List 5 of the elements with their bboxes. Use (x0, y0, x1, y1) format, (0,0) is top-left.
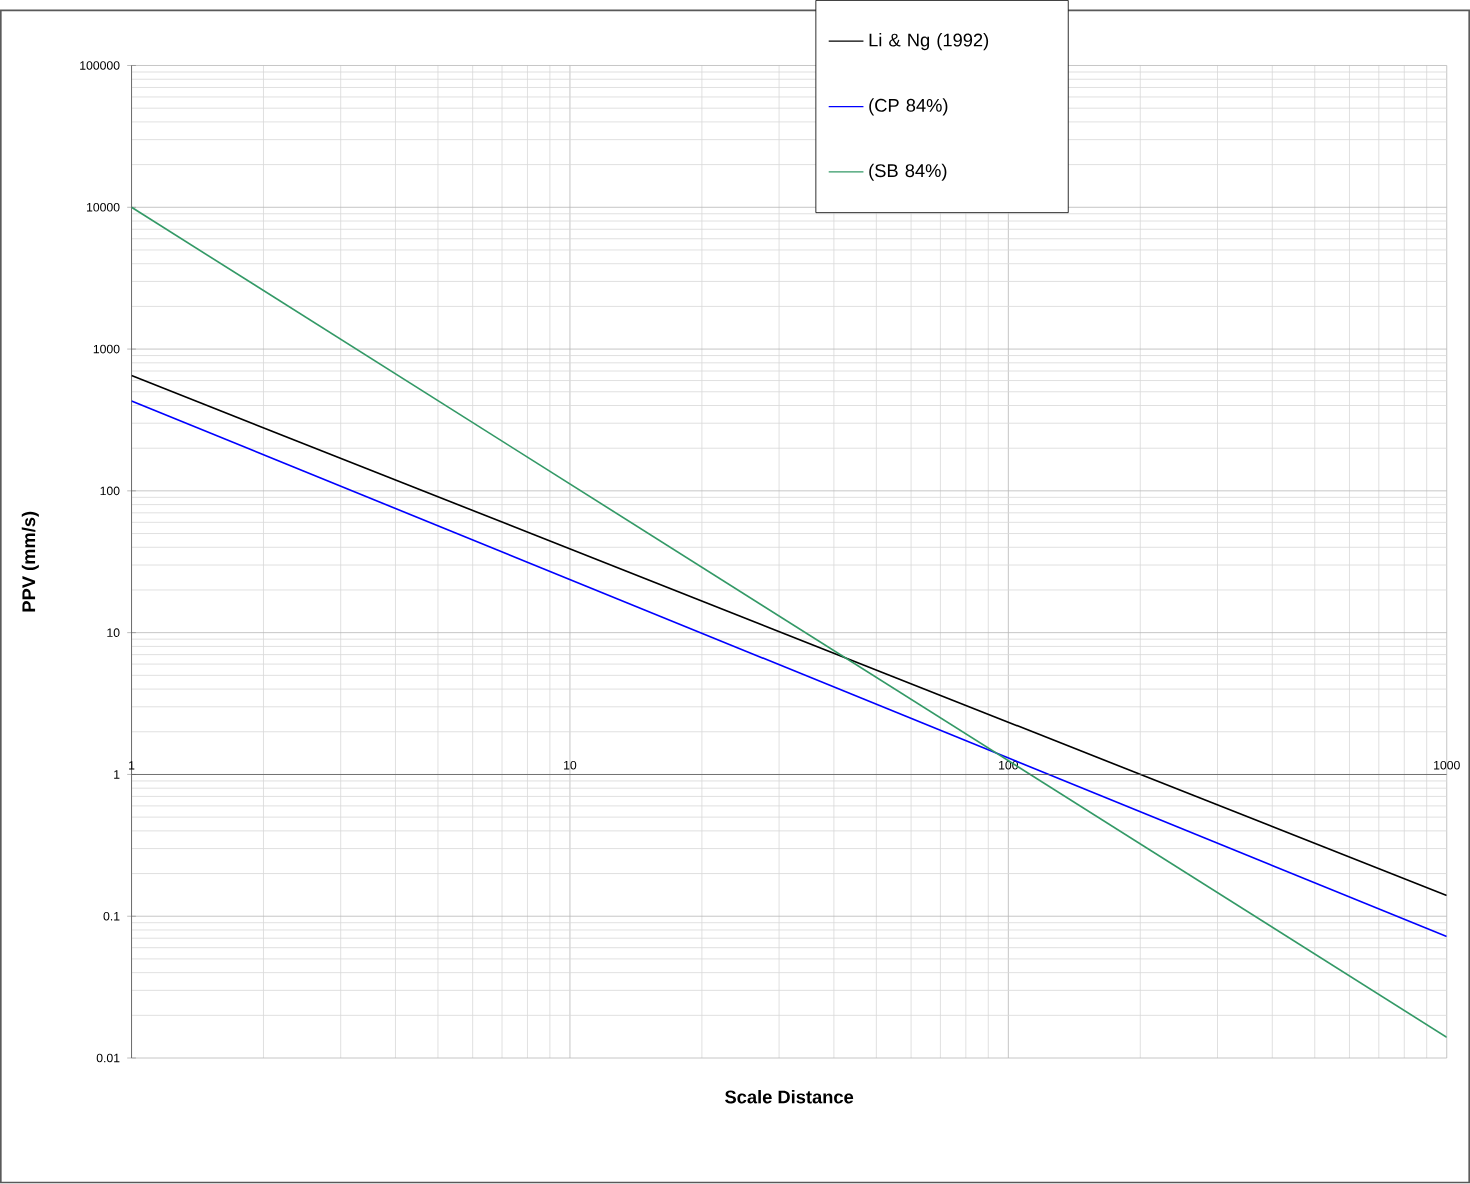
x-axis-title: Scale Distance (725, 1090, 854, 1104)
legend-label: Li & Ng (1992) (869, 33, 989, 51)
legend-label: (CP 84%) (869, 98, 948, 116)
y-axis-title: PPV (mm/s) (21, 512, 39, 612)
legend-label: (SB 84%) (869, 163, 947, 182)
